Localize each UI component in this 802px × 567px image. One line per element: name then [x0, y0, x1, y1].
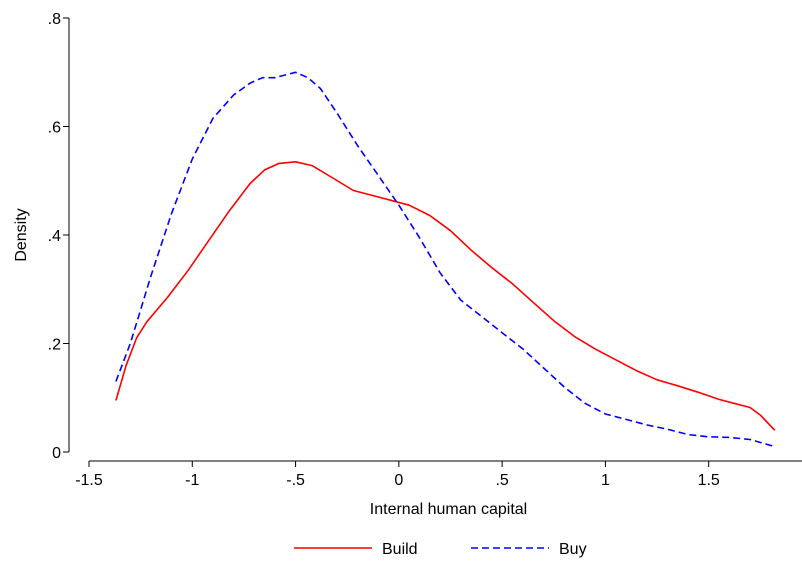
legend-label-buy: Buy: [559, 541, 587, 558]
legend: Build Buy: [294, 541, 587, 558]
x-tick-label: 0: [394, 472, 403, 489]
legend-label-build: Build: [382, 541, 418, 558]
y-tick-label: .8: [48, 11, 61, 28]
x-axis-title: Internal human capital: [370, 501, 527, 518]
axes: -1.5-1-.50.511.520.2.4.6.8: [48, 11, 802, 489]
x-tick-label: 1: [601, 472, 610, 489]
y-axis-title: Density: [13, 208, 30, 261]
x-tick-label: -.5: [286, 472, 305, 489]
x-tick-label: 1.5: [698, 472, 720, 489]
series-layer: [115, 71, 776, 448]
series-line-buy: [115, 71, 776, 448]
x-tick-label: .5: [495, 472, 508, 489]
x-tick-label: -1.5: [75, 472, 103, 489]
series-line-build: [115, 161, 776, 431]
y-tick-label: .4: [48, 228, 61, 245]
x-tick-label: -1: [185, 472, 199, 489]
y-tick-label: .6: [48, 120, 61, 137]
y-tick-label: 0: [52, 445, 61, 462]
y-tick-label: .2: [48, 337, 61, 354]
